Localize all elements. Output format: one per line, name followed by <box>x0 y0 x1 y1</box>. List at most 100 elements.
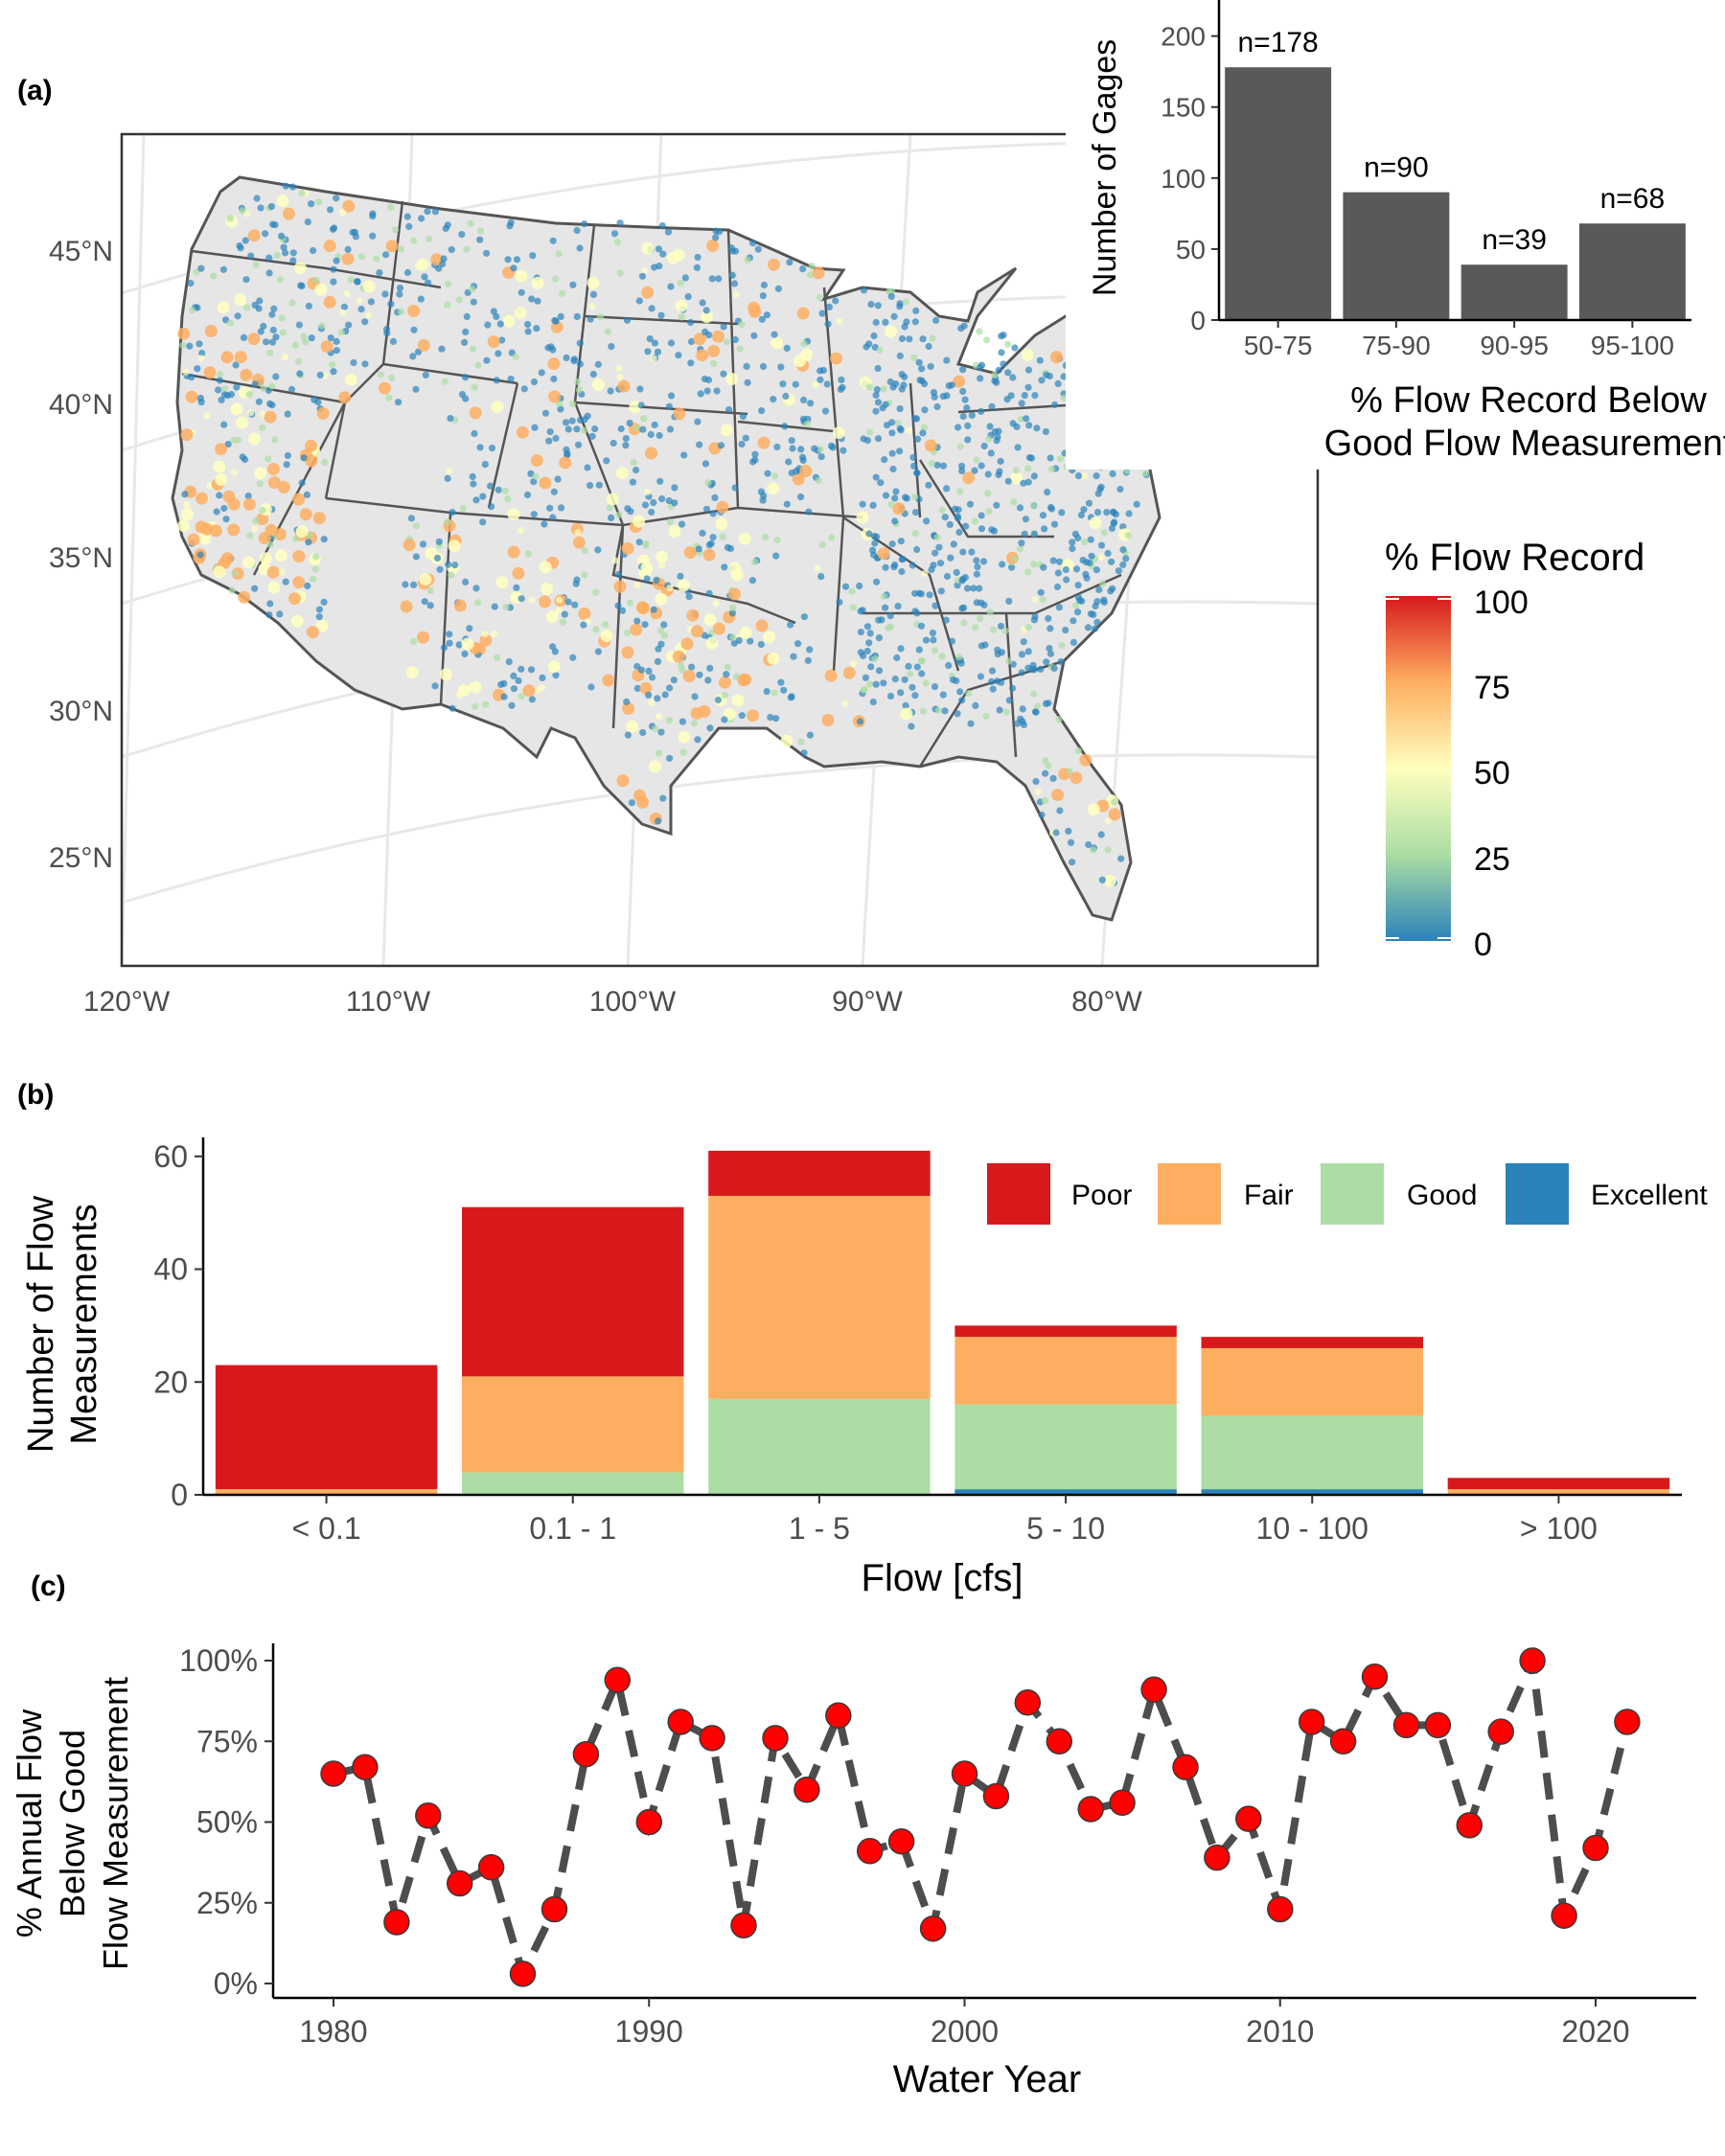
gage-point <box>1019 705 1026 713</box>
inset-bar <box>1578 223 1686 320</box>
gage-point <box>897 689 905 697</box>
gage-point <box>1119 546 1127 554</box>
gage-point <box>941 707 949 715</box>
gage-point <box>502 314 516 328</box>
ts-point <box>919 1915 947 1942</box>
gage-point <box>1092 625 1099 632</box>
gage-point <box>451 562 459 569</box>
gage-point <box>573 226 581 235</box>
gage-point <box>539 683 546 692</box>
gage-point <box>706 664 714 673</box>
gage-point <box>439 260 447 268</box>
ts-point <box>856 1838 884 1865</box>
gage-point <box>911 608 919 615</box>
gage-point <box>293 262 307 275</box>
gage-point <box>681 274 690 282</box>
gage-point <box>524 328 532 335</box>
gage-point <box>747 637 754 645</box>
gage-point <box>779 380 787 388</box>
gage-point <box>763 311 771 319</box>
gage-point <box>993 378 1000 386</box>
gage-point <box>932 316 940 324</box>
gage-point <box>773 443 781 451</box>
gage-point <box>216 492 223 499</box>
gage-point <box>1087 610 1094 618</box>
gage-point <box>204 325 218 337</box>
gage-point <box>867 301 875 309</box>
gage-point <box>469 472 476 480</box>
gage-point <box>641 621 649 629</box>
gage-point <box>505 658 513 666</box>
gage-point <box>1048 466 1056 473</box>
gage-point <box>911 318 919 326</box>
gage-point <box>982 713 990 721</box>
gage-point <box>838 376 845 383</box>
gage-point <box>1069 539 1076 546</box>
gage-point <box>462 374 470 381</box>
gage-point <box>267 476 281 489</box>
ts-point <box>572 1740 600 1768</box>
gage-point <box>1052 829 1060 837</box>
gage-point <box>1074 472 1083 480</box>
gage-point <box>444 280 451 288</box>
ts-y-tick-label: 50% <box>196 1805 258 1840</box>
gage-point <box>623 698 631 706</box>
gage-point <box>182 368 190 376</box>
gage-point <box>330 265 337 273</box>
gage-point <box>507 376 515 383</box>
gage-point <box>755 619 769 632</box>
gage-point <box>890 312 898 320</box>
gage-point <box>305 539 312 546</box>
inset-bar <box>1343 192 1450 320</box>
gage-point <box>1053 583 1062 591</box>
gage-point <box>880 679 887 687</box>
gage-point <box>320 598 328 607</box>
gage-point <box>604 328 611 335</box>
ts-x-tick-label: 1980 <box>299 2014 367 2049</box>
stacked-x-tick-label: 1 - 5 <box>789 1511 850 1546</box>
gage-point <box>220 504 228 513</box>
gage-point <box>559 289 566 297</box>
gage-point <box>633 617 641 625</box>
gage-point <box>979 558 988 565</box>
gage-point <box>1024 383 1032 391</box>
gage-point <box>633 582 641 589</box>
gage-point <box>648 699 656 707</box>
gage-point <box>658 495 666 503</box>
gage-point <box>1025 422 1033 429</box>
gage-point <box>963 404 971 412</box>
gage-point <box>318 322 326 330</box>
gage-point <box>210 272 218 280</box>
gage-point <box>515 677 522 685</box>
gage-point <box>857 649 865 656</box>
gage-point <box>840 447 847 454</box>
gage-point <box>942 616 950 624</box>
gage-point <box>666 684 674 692</box>
lon-label-100: 100°W <box>589 986 677 1018</box>
gage-point <box>1011 555 1020 562</box>
gage-point <box>991 371 999 378</box>
ts-y-tick-label: 75% <box>196 1724 258 1758</box>
gage-point <box>274 549 288 562</box>
gage-point <box>592 588 600 596</box>
gage-point <box>461 338 469 346</box>
gage-point <box>937 587 945 595</box>
gage-point <box>704 376 713 384</box>
gage-point <box>283 461 290 469</box>
gage-point <box>448 571 455 579</box>
stacked-y-tick-label: 40 <box>153 1252 188 1287</box>
gage-point <box>617 379 631 393</box>
ts-y-title-line1: % Annual Flow <box>10 1709 49 1938</box>
gage-point <box>994 646 1001 654</box>
gage-point <box>808 263 816 270</box>
gage-point <box>311 565 319 573</box>
gage-point <box>305 454 318 468</box>
gage-point <box>446 639 453 647</box>
gage-point <box>559 456 572 470</box>
gage-point <box>1025 453 1033 462</box>
ts-point <box>762 1725 789 1752</box>
gage-point <box>244 492 252 500</box>
gage-point <box>888 540 896 548</box>
gage-point <box>702 307 710 314</box>
gage-point <box>257 204 264 212</box>
